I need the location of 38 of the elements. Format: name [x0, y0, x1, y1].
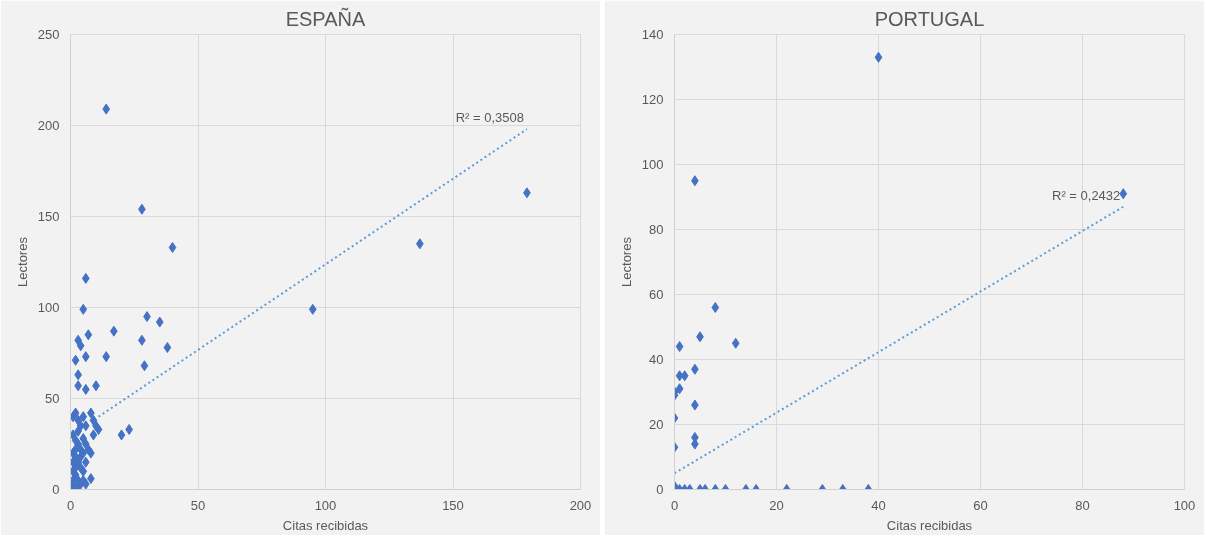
y-tick-label: 0: [656, 482, 664, 497]
point: [731, 337, 740, 349]
y-tick-label: 60: [649, 287, 664, 302]
y-axis-title: Lectores: [14, 236, 30, 287]
x-tick-label: 20: [769, 497, 784, 513]
x-tick-label: 50: [190, 497, 206, 513]
point: [675, 341, 684, 352]
y-tick-label: 250: [37, 27, 60, 42]
x-tick-label: 40: [871, 497, 886, 513]
y-tick-label: 200: [37, 118, 60, 133]
x-axis-title: Citas recibidas: [886, 517, 973, 533]
y-tick-label: 50: [45, 391, 60, 406]
annotation: R² = 0,3508: [455, 110, 524, 126]
y-tick-label: 150: [37, 209, 60, 224]
y-tick-label: 100: [641, 157, 664, 172]
y-tick-label: 140: [641, 27, 664, 42]
y-tick-label: 100: [37, 300, 60, 315]
x-tick-label: 60: [973, 497, 988, 513]
point: [711, 302, 720, 313]
y-tick-label: 120: [641, 92, 664, 107]
x-tick-label: 80: [1075, 497, 1090, 513]
chart-title: ESPAÑA: [285, 6, 366, 30]
chart-title: PORTUGAL: [874, 7, 985, 30]
x-axis-title: Citas recibidas: [282, 517, 369, 533]
x-tick-label: 150: [442, 497, 464, 513]
x-tick-label: 200: [569, 497, 592, 513]
y-axis-title: Lectores: [618, 236, 634, 287]
x-tick-label: 100: [314, 497, 337, 513]
y-tick-label: 0: [52, 482, 60, 497]
x-tick-label: 0: [66, 497, 75, 513]
point: [675, 383, 684, 395]
x-tick-label: 0: [670, 497, 679, 513]
y-tick-label: 80: [649, 222, 664, 237]
x-tick-label: 100: [1173, 497, 1196, 513]
y-tick-label: 20: [649, 417, 664, 432]
annotation: R² = 0,2432: [1052, 187, 1121, 203]
y-tick-label: 40: [649, 352, 664, 367]
point: [1119, 188, 1128, 200]
